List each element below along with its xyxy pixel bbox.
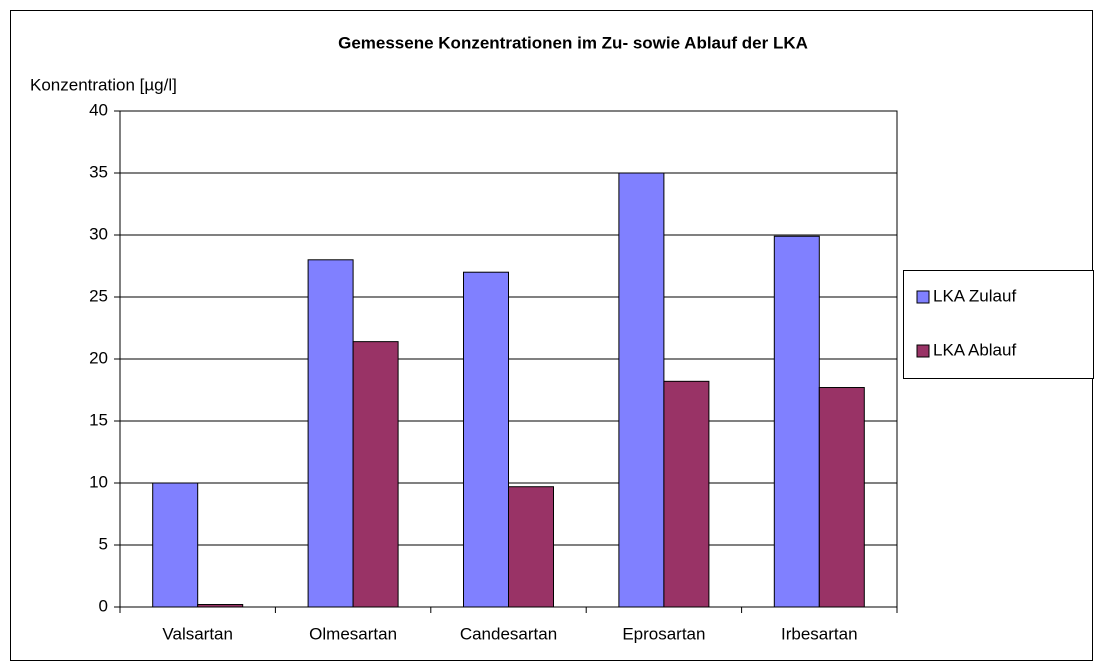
- legend-box: [903, 270, 1094, 379]
- y-tick-label: 30: [89, 224, 108, 243]
- x-tick-label: Irbesartan: [781, 624, 858, 643]
- y-tick-label: 5: [99, 534, 108, 553]
- x-tick-label: Candesartan: [460, 624, 557, 643]
- y-tick-label: 15: [89, 410, 108, 429]
- y-tick-label: 20: [89, 348, 108, 367]
- y-tick-label: 35: [89, 162, 108, 181]
- y-tick-label: 0: [99, 596, 108, 615]
- x-tick-label: Valsartan: [162, 624, 233, 643]
- bar: [152, 482, 199, 608]
- bar: [463, 271, 509, 608]
- bar: [352, 341, 399, 608]
- bar: [618, 172, 665, 608]
- bar: [773, 235, 820, 608]
- bar: [663, 380, 710, 608]
- legend-swatch: [916, 290, 930, 304]
- y-tick-label: 10: [89, 472, 108, 491]
- bar: [307, 259, 354, 608]
- chart-title: Gemessene Konzentrationen im Zu- sowie A…: [338, 33, 808, 52]
- legend-label: LKA Zulauf: [933, 286, 1016, 305]
- x-tick-label: Eprosartan: [622, 624, 705, 643]
- y-tick-label: 40: [89, 100, 108, 119]
- y-tick-label: 25: [89, 286, 108, 305]
- legend-label: LKA Ablauf: [933, 340, 1016, 359]
- bar: [508, 486, 554, 608]
- y-axis-label: Konzentration [µg/l]: [30, 75, 177, 94]
- bar: [818, 387, 865, 608]
- legend-swatch: [916, 344, 930, 358]
- x-tick-label: Olmesartan: [309, 624, 397, 643]
